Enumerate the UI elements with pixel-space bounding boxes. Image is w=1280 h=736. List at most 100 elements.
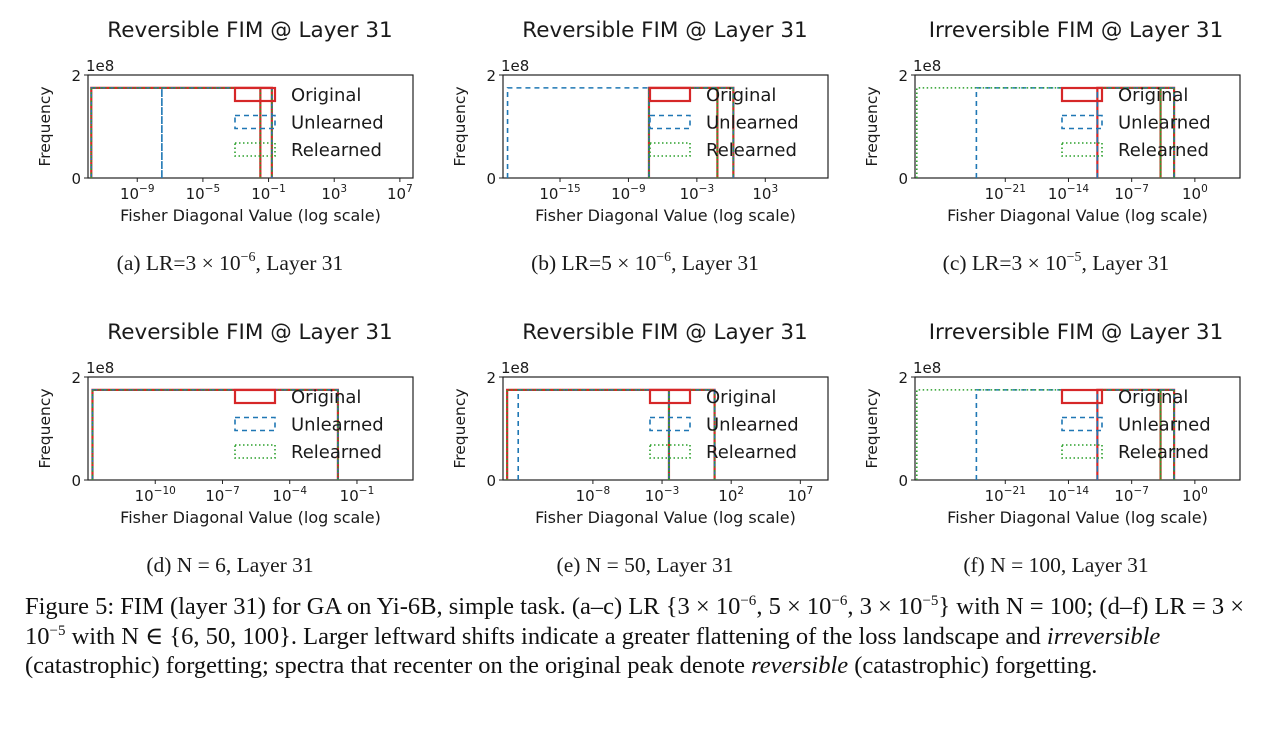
chart-title: Reversible FIM @ Layer 31 bbox=[522, 18, 807, 43]
y-multiplier-label: 1e8 bbox=[913, 57, 941, 75]
legend-label-original: Original bbox=[291, 85, 361, 106]
x-axis-label: Fisher Diagonal Value (log scale) bbox=[120, 508, 381, 527]
y-multiplier-label: 1e8 bbox=[501, 359, 529, 377]
x-tick-label: 10−15 bbox=[539, 183, 580, 203]
x-tick-label: 10−7 bbox=[205, 485, 240, 505]
caption-text-4: with N ∈ {6, 50, 100}. Larger leftward s… bbox=[65, 622, 1047, 650]
legend-swatch-original bbox=[1060, 86, 1104, 103]
y-tick-label: 2 bbox=[898, 67, 908, 85]
caption-exp-4: −5 bbox=[49, 622, 66, 639]
y-tick-label: 2 bbox=[71, 369, 81, 387]
legend-swatch-original bbox=[1060, 388, 1104, 405]
y-tick-label: 0 bbox=[486, 472, 496, 490]
legend-label-relearned: Relearned bbox=[706, 442, 797, 463]
plot-frame bbox=[914, 74, 1241, 179]
y-tick-label: 2 bbox=[486, 369, 496, 387]
y-axis-label: Frequency bbox=[863, 388, 881, 468]
caption-text-1: , 5 × 10 bbox=[756, 593, 832, 620]
plot-frame bbox=[914, 376, 1241, 481]
x-tick-label: 10−14 bbox=[1048, 485, 1090, 505]
legend-swatch-original bbox=[648, 388, 692, 405]
y-axis-label: Frequency bbox=[36, 86, 54, 166]
legend-swatch-unlearned bbox=[649, 114, 691, 130]
y-axis-label: Frequency bbox=[451, 86, 469, 166]
histogram-relearned bbox=[506, 389, 716, 480]
plot-frame bbox=[502, 376, 829, 481]
caption-text-6: (catastrophic) forgetting. bbox=[848, 652, 1098, 679]
y-tick-label: 0 bbox=[898, 472, 908, 490]
caption-text-5: (catastrophic) forgetting; spectra that … bbox=[25, 652, 752, 679]
legend-swatch-unlearned bbox=[234, 416, 276, 432]
x-tick-label: 10−9 bbox=[611, 183, 646, 203]
figure-caption: Figure 5: FIM (layer 31) for GA on Yi-6B… bbox=[25, 592, 1270, 681]
x-axis-label: Fisher Diagonal Value (log scale) bbox=[947, 508, 1208, 527]
legend-swatch-original bbox=[233, 86, 277, 103]
y-tick-label: 0 bbox=[71, 472, 81, 490]
legend-label-unlearned: Unlearned bbox=[291, 113, 384, 134]
y-multiplier-label: 1e8 bbox=[86, 57, 114, 75]
legend-swatch-unlearned bbox=[1061, 416, 1103, 432]
y-multiplier-label: 1e8 bbox=[86, 359, 114, 377]
x-tick-label: 10−7 bbox=[1114, 183, 1149, 203]
histogram-relearned bbox=[91, 389, 339, 480]
subfigure-caption: (b) LR=5 × 10−6, Layer 31 bbox=[531, 250, 759, 275]
x-axis-label: Fisher Diagonal Value (log scale) bbox=[947, 206, 1208, 225]
x-tick-label: 10−3 bbox=[645, 485, 680, 505]
y-tick-label: 2 bbox=[71, 67, 81, 85]
chart-title: Reversible FIM @ Layer 31 bbox=[107, 320, 392, 345]
y-multiplier-label: 1e8 bbox=[913, 359, 941, 377]
x-tick-label: 102 bbox=[718, 485, 744, 505]
x-tick-label: 100 bbox=[1182, 485, 1208, 505]
legend-label-unlearned: Unlearned bbox=[1118, 113, 1211, 134]
subfigure-caption: (e) N = 50, Layer 31 bbox=[557, 553, 734, 577]
histogram-unlearned bbox=[506, 87, 735, 178]
x-tick-label: 10−10 bbox=[135, 485, 176, 505]
y-tick-label: 0 bbox=[898, 170, 908, 188]
caption-text-3: } with N = 100; (d–f) LR = 3 × 10 bbox=[25, 593, 1245, 650]
legend-label-original: Original bbox=[706, 387, 776, 408]
chart-panel-4: Reversible FIM @ Layer 31 1e8 0 2 Frequency 1… bbox=[36, 320, 414, 577]
y-multiplier-label: 1e8 bbox=[501, 57, 529, 75]
chart-panel-5: Reversible FIM @ Layer 31 1e8 0 2 Frequency 1… bbox=[451, 320, 829, 577]
x-tick-label: 10−1 bbox=[251, 183, 286, 203]
x-tick-label: 10−3 bbox=[680, 183, 715, 203]
caption-emph-reversible: reversible bbox=[751, 652, 849, 679]
x-axis-label: Fisher Diagonal Value (log scale) bbox=[535, 206, 796, 225]
x-tick-label: 103 bbox=[321, 183, 347, 203]
legend-label-original: Original bbox=[1118, 387, 1188, 408]
legend-swatch-relearned bbox=[1061, 444, 1103, 459]
x-tick-label: 10−5 bbox=[186, 183, 221, 203]
caption-emph-irreversible: irreversible bbox=[1046, 622, 1161, 650]
x-tick-label: 10−14 bbox=[1048, 183, 1090, 203]
legend-label-relearned: Relearned bbox=[706, 140, 797, 161]
x-tick-label: 107 bbox=[387, 183, 413, 203]
chart-title: Irreversible FIM @ Layer 31 bbox=[929, 18, 1224, 43]
caption-exp-2: −6 bbox=[831, 592, 848, 609]
histogram-relearned bbox=[916, 389, 1175, 480]
subfigure-caption: (a) LR=3 × 10−6, Layer 31 bbox=[117, 250, 344, 275]
legend-swatch-relearned bbox=[234, 444, 276, 459]
y-tick-label: 2 bbox=[486, 67, 496, 85]
caption-exp-1: −6 bbox=[740, 592, 757, 609]
legend-swatch-unlearned bbox=[1061, 114, 1103, 130]
x-tick-label: 10−4 bbox=[272, 485, 307, 505]
legend-swatch-unlearned bbox=[649, 416, 691, 432]
histogram-relearned bbox=[916, 87, 1175, 178]
chart-title: Reversible FIM @ Layer 31 bbox=[107, 18, 392, 43]
histogram-relearned bbox=[90, 87, 273, 178]
x-tick-label: 10−7 bbox=[1114, 485, 1149, 505]
legend-label-unlearned: Unlearned bbox=[706, 113, 799, 134]
subfigure-caption: (f) N = 100, Layer 31 bbox=[963, 553, 1148, 577]
subfigure-caption: (c) LR=3 × 10−5, Layer 31 bbox=[943, 250, 1170, 275]
chart-panel-2: Reversible FIM @ Layer 31 1e8 0 2 Frequency 1… bbox=[451, 18, 829, 275]
legend-label-unlearned: Unlearned bbox=[291, 415, 384, 436]
legend-label-relearned: Relearned bbox=[291, 140, 382, 161]
legend-label-original: Original bbox=[706, 85, 776, 106]
legend-swatch-relearned bbox=[1061, 142, 1103, 157]
legend-label-relearned: Relearned bbox=[1118, 140, 1209, 161]
x-axis-label: Fisher Diagonal Value (log scale) bbox=[120, 206, 381, 225]
x-tick-label: 10−21 bbox=[985, 183, 1026, 203]
chart-title: Reversible FIM @ Layer 31 bbox=[522, 320, 807, 345]
y-tick-label: 2 bbox=[898, 369, 908, 387]
plot-frame bbox=[87, 74, 414, 179]
